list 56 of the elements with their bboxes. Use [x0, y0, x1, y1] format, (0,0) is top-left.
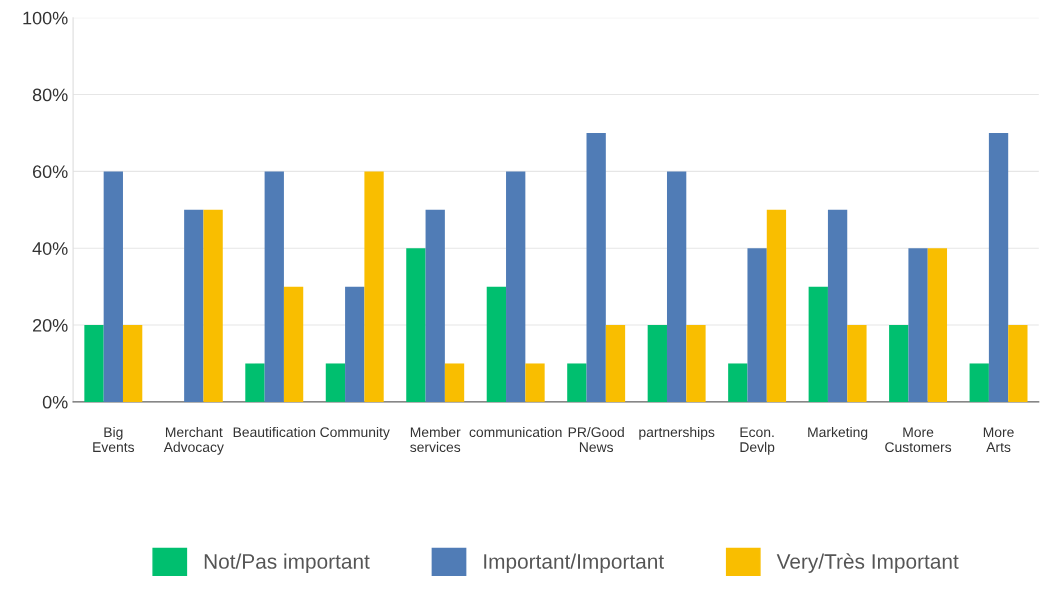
bar [605, 325, 626, 402]
bar [325, 363, 346, 402]
x-tick-label: Member services [410, 426, 461, 453]
bar [245, 363, 265, 402]
bar [264, 171, 284, 402]
bar [84, 325, 104, 402]
bar [847, 325, 867, 402]
bar [808, 286, 828, 402]
bar [525, 363, 545, 402]
x-tick-label: communication [469, 426, 562, 438]
bar [827, 209, 848, 402]
bar [647, 325, 667, 402]
y-tick-label: 40% [32, 242, 68, 255]
bar [686, 325, 706, 402]
bar [747, 248, 767, 402]
bar [666, 171, 687, 402]
legend-label: Very/Très Important [776, 553, 959, 573]
bar [908, 248, 928, 402]
x-tick-label: Community [320, 426, 390, 440]
y-tick-label: 0% [42, 395, 68, 409]
bar [184, 209, 204, 402]
bar [203, 209, 223, 402]
x-tick-label: Econ. Devlp [740, 427, 775, 455]
y-tick-label: 60% [33, 165, 68, 179]
bar [425, 209, 445, 402]
bar [988, 132, 1009, 402]
x-tick-label: Marketing [808, 426, 868, 440]
y-tick-label: 20% [32, 318, 68, 332]
bar [506, 171, 526, 402]
x-tick-label: PR/Good News [568, 426, 624, 453]
legend-label: Not/Pas important [204, 553, 370, 573]
bar [1008, 325, 1028, 402]
x-tick-label: Beautification [233, 426, 316, 438]
x-tick-label: partnerships [639, 426, 715, 440]
x-tick-label: More Arts [983, 427, 1014, 453]
bar [567, 363, 587, 402]
bar [345, 286, 365, 402]
bar [122, 325, 143, 402]
x-tick-label: Big Events [93, 426, 135, 453]
bar [586, 132, 606, 402]
bar [766, 209, 787, 402]
bar [889, 325, 909, 402]
bar [969, 363, 989, 402]
y-tick-label: 100% [23, 11, 68, 25]
bar [927, 248, 948, 402]
bar [444, 363, 465, 402]
bar [364, 171, 384, 402]
legend-label: Important/Important [484, 553, 664, 573]
y-tick-label: 80% [32, 88, 68, 102]
bar [283, 286, 304, 402]
bar [728, 363, 748, 402]
bar [103, 171, 123, 402]
bar [486, 286, 507, 402]
x-tick-label: More Customers [885, 427, 952, 453]
bar [406, 248, 426, 402]
x-tick-label: Merchant Advocacy [163, 426, 224, 455]
